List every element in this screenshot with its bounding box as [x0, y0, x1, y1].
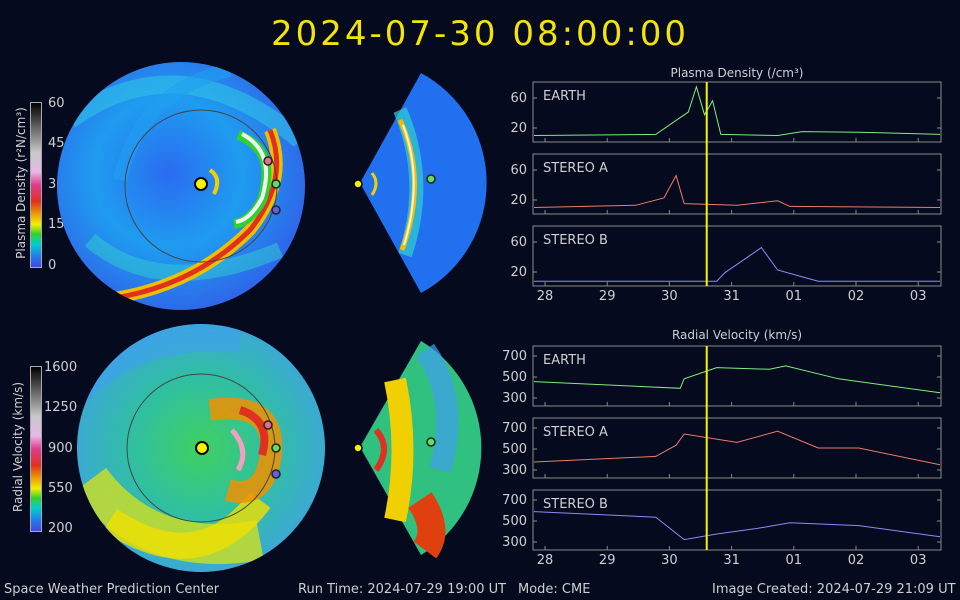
density-xaxis-label: 30 [661, 289, 678, 304]
velocity-panel-0-ytick: 700 [502, 349, 527, 364]
velocity-xaxis-label: 30 [661, 553, 678, 568]
velocity-panel-1-ytick: 300 [502, 463, 527, 478]
velocity-meridional-view [353, 341, 482, 559]
density-panel-1-ytick: 60 [510, 163, 527, 178]
velocity-panel-2-label: STEREO B [543, 497, 608, 512]
density-panel-2-label: STEREO B [543, 233, 608, 248]
density-xaxis-label: 01 [786, 289, 803, 304]
velocity-xaxis-label: 03 [910, 553, 927, 568]
density-tick-0: 0 [48, 258, 57, 273]
density-xaxis-label: 02 [848, 289, 865, 304]
velocity-panel-0-ytick: 300 [502, 391, 527, 406]
footer-run-time: Run Time: 2024-07-29 19:00 UT [298, 582, 507, 597]
density-tick-15: 15 [48, 217, 65, 232]
density-meridional-view [353, 73, 487, 293]
density-panel-0-ytick: 60 [510, 91, 527, 106]
density-panel-1-label: STEREO A [543, 161, 608, 176]
velocity-panel-1-ytick: 700 [502, 421, 527, 436]
timestamp-title: 2024-07-30 08:00:00 [270, 14, 690, 54]
density-colorbar-bar [30, 102, 42, 268]
density-plots-title: Plasma Density (/cm³) [670, 66, 804, 80]
velocity-tick-1250: 1250 [44, 400, 78, 415]
density-tick-45: 45 [48, 136, 65, 151]
density-trace-1 [533, 174, 941, 208]
velocity-xaxis-label: 01 [786, 553, 803, 568]
density-trace-2 [534, 246, 940, 282]
velocity-panel-frame-1 [532, 417, 942, 479]
velocity-panel-2-ytick: 500 [502, 514, 527, 529]
density-xaxis-label: 31 [723, 289, 740, 304]
density-panel-2-ytick: 20 [510, 265, 527, 280]
velocity-panel-frame-0 [532, 345, 942, 407]
density-panel-0-label: EARTH [543, 89, 586, 104]
velocity-tick-550: 550 [48, 481, 73, 496]
velocity-tick-1600: 1600 [44, 360, 78, 375]
velocity-plots-title: Radial Velocity (km/s) [671, 328, 803, 342]
footer-mode: Mode: CME [518, 582, 591, 597]
velocity-tick-200: 200 [48, 521, 73, 536]
velocity-trace-2 [533, 511, 941, 541]
footer-org: Space Weather Prediction Center [4, 582, 220, 597]
density-panel-frame-0 [532, 81, 942, 143]
density-tick-60: 60 [48, 96, 65, 111]
velocity-panel-2-ytick: 700 [502, 493, 527, 508]
density-panel-0-ytick: 20 [510, 121, 527, 136]
density-panel-frame-1 [532, 153, 942, 215]
density-panel-frame-2 [532, 225, 942, 287]
density-equatorial-view [57, 62, 305, 310]
velocity-trace-0 [533, 365, 941, 394]
density-trace-0 [533, 85, 941, 137]
velocity-colorbar-bar [30, 366, 42, 532]
velocity-panel-1-ytick: 500 [502, 442, 527, 457]
footer-image-created: Image Created: 2024-07-29 21:09 UT [712, 582, 956, 597]
density-xaxis-label: 28 [537, 289, 554, 304]
velocity-panel-1-label: STEREO A [543, 425, 608, 440]
velocity-xaxis-label: 02 [848, 553, 865, 568]
velocity-xaxis-label: 28 [537, 553, 554, 568]
velocity-panel-0-label: EARTH [543, 353, 586, 368]
velocity-tick-900: 900 [48, 441, 73, 456]
density-xaxis-label: 03 [910, 289, 927, 304]
velocity-xaxis-label: 31 [723, 553, 740, 568]
velocity-panel-0-ytick: 500 [502, 370, 527, 385]
density-panel-2-ytick: 60 [510, 235, 527, 250]
velocity-panel-2-ytick: 300 [502, 535, 527, 550]
density-xaxis-label: 29 [599, 289, 616, 304]
velocity-panel-frame-2 [532, 489, 942, 551]
velocity-xaxis-label: 29 [599, 553, 616, 568]
velocity-trace-1 [533, 430, 941, 466]
density-panel-1-ytick: 20 [510, 193, 527, 208]
